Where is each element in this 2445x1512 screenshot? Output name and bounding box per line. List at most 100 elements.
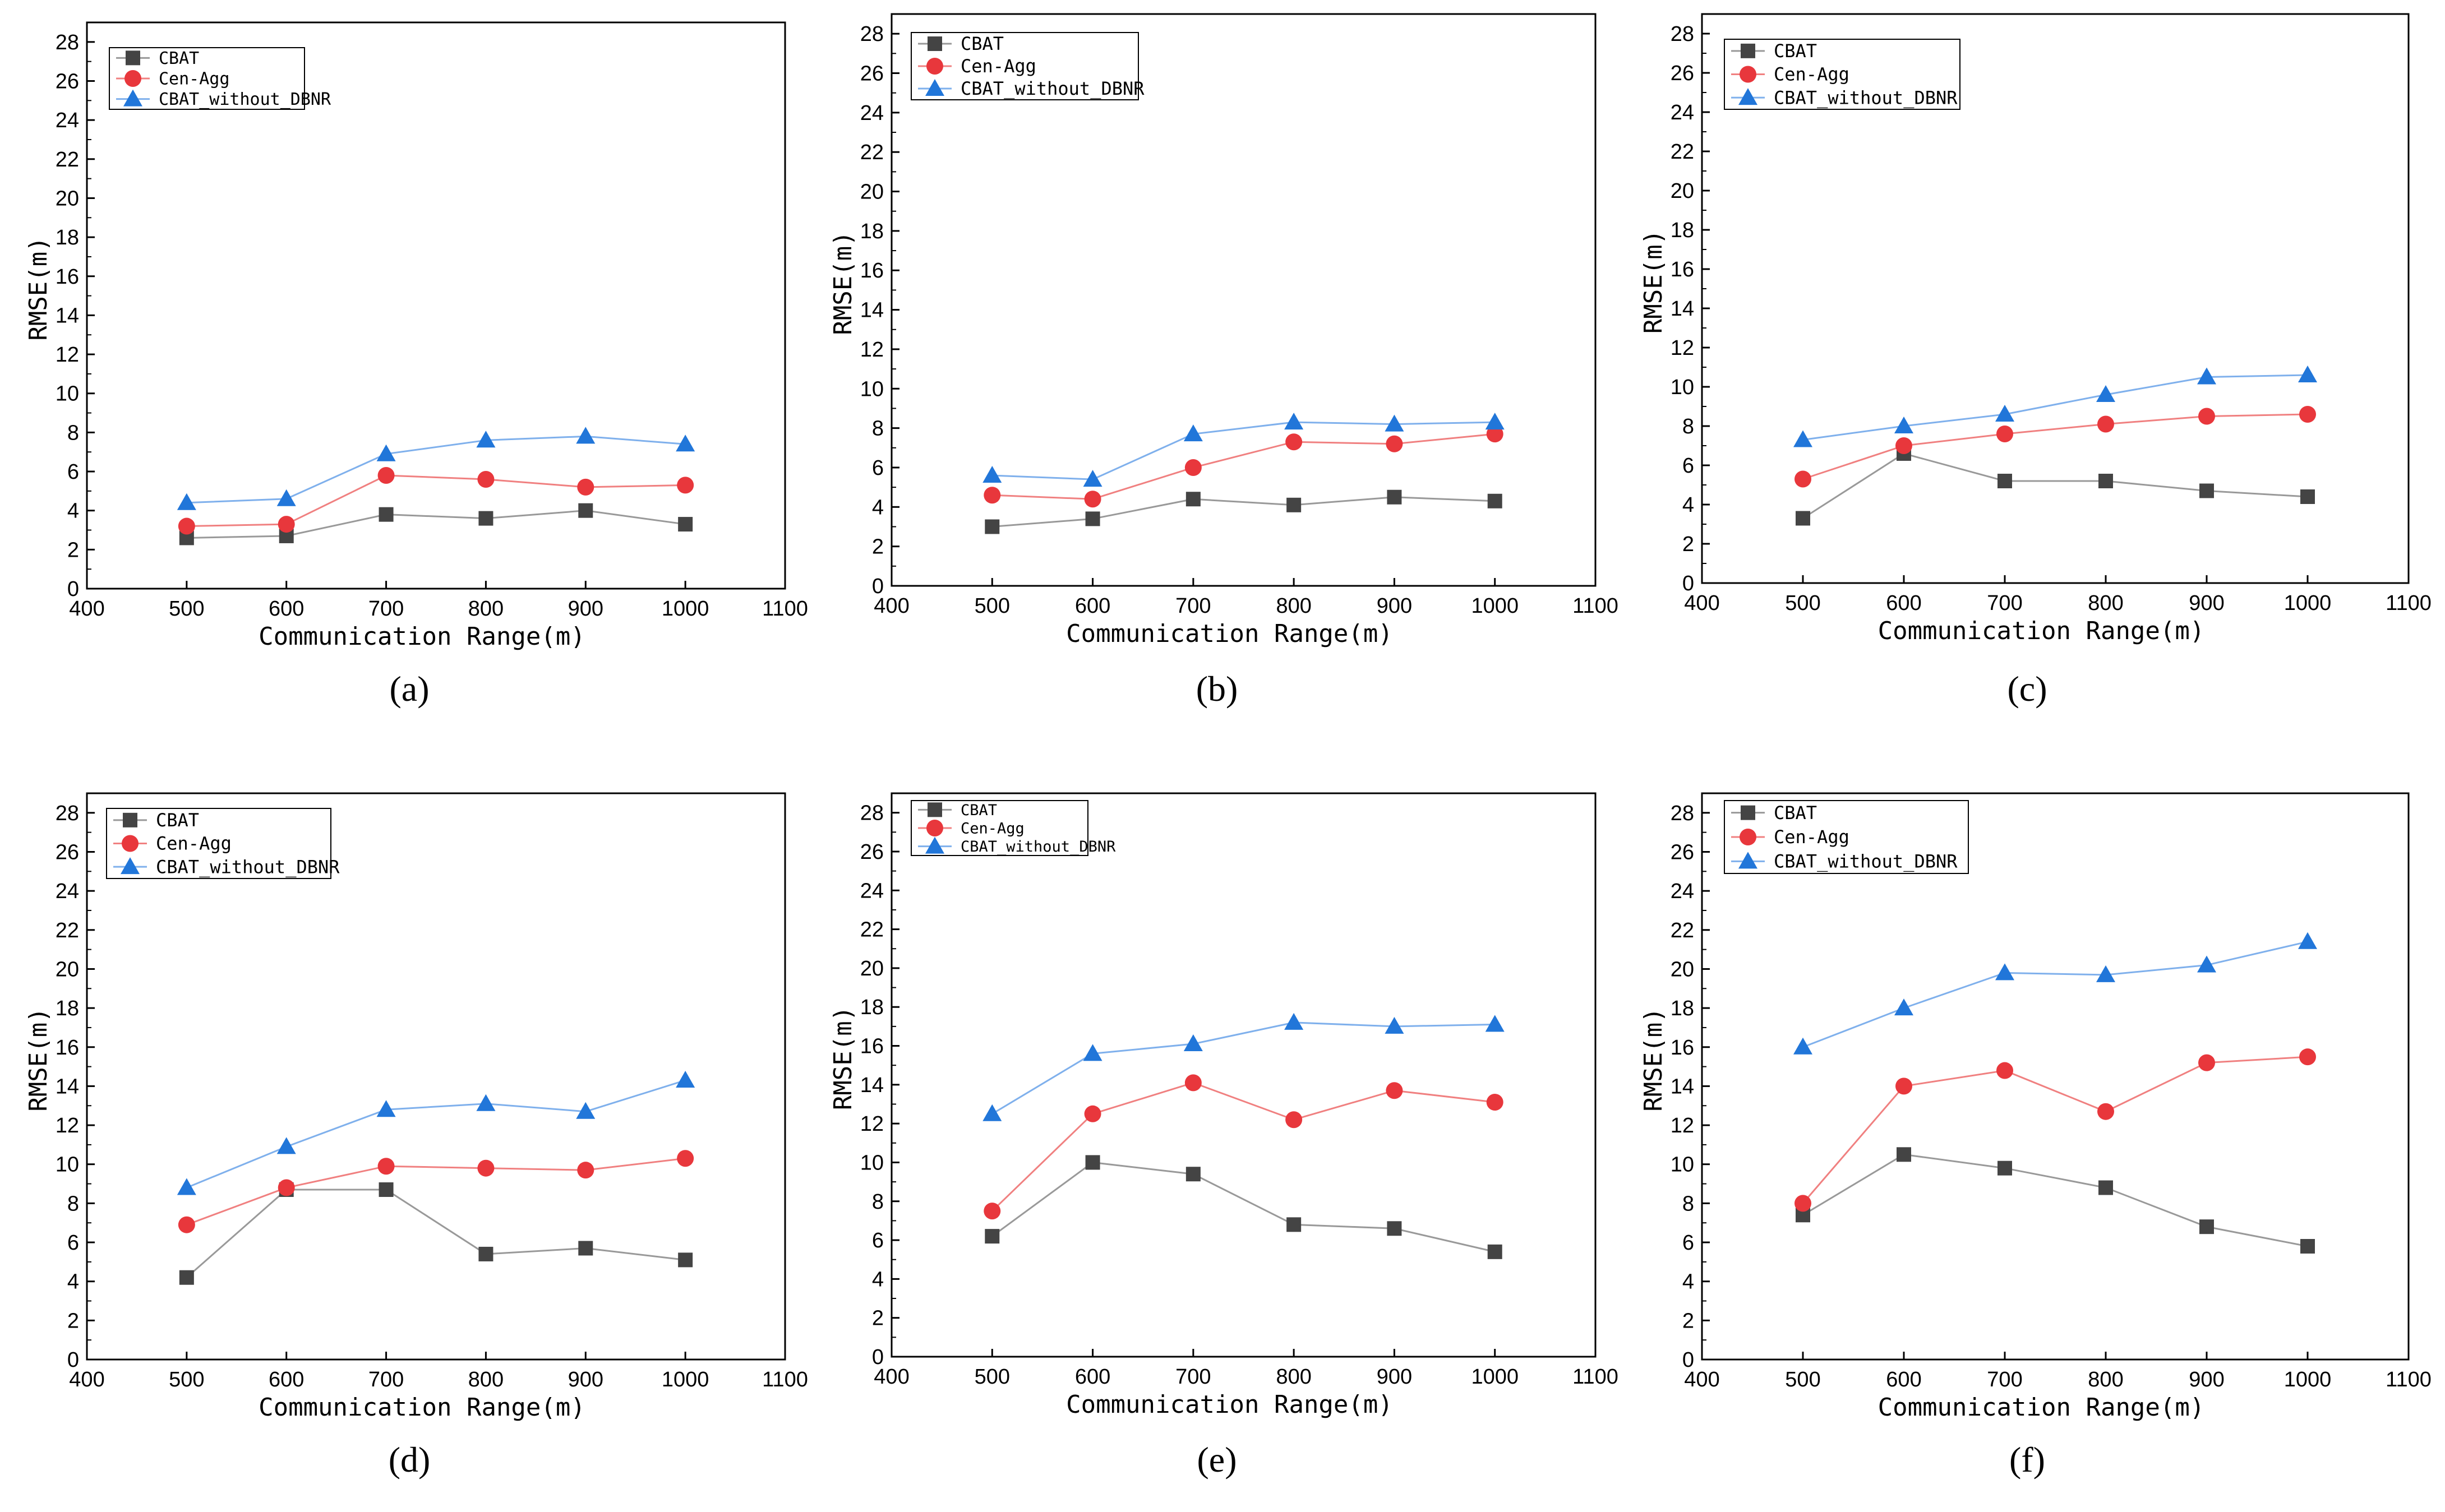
y-tick-label: 12 <box>860 338 884 362</box>
x-tick-label: 800 <box>1276 594 1311 618</box>
x-tick-label: 900 <box>2189 591 2224 615</box>
series-line-cbat <box>186 1189 686 1278</box>
y-tick-label: 2 <box>872 535 884 559</box>
y-tick-label: 26 <box>1671 62 1694 85</box>
series-line-cbat <box>991 1161 1496 1253</box>
chart-panel-6: 400 500 600 700 800 900 1000 110002468101214161… <box>1639 792 2432 1479</box>
data-point-cbat_without_dbnr <box>1284 413 1304 430</box>
legend-marker-cbat <box>928 802 942 817</box>
legend-box <box>1724 800 1969 874</box>
x-tick-label: 800 <box>2088 591 2123 615</box>
x-tick-label: 700 <box>1987 591 2022 615</box>
x-axis-title: Communication Range(m) <box>1878 617 2205 645</box>
legend-label: Cen-Agg <box>961 56 1036 77</box>
data-point-cen-agg <box>1996 426 2013 442</box>
x-tick-label: 1100 <box>2386 1368 2432 1391</box>
y-tick-label: 8 <box>1682 415 1694 438</box>
data-point-cbat_without_dbnr <box>1183 1034 1203 1052</box>
x-tick-label: 1100 <box>1572 1365 1618 1389</box>
plot-frame <box>891 13 1597 587</box>
legend-label: CBAT_without_DBNR <box>156 856 340 877</box>
x-tick-label: 400 <box>874 1365 909 1389</box>
y-tick-label: 12 <box>1671 1114 1694 1138</box>
legend-label: CBAT_without_DBNR <box>1774 87 1958 108</box>
y-tick-label: 2 <box>1682 533 1694 556</box>
data-point-cbat_without_dbnr <box>2197 955 2216 973</box>
y-tick-label: 16 <box>56 265 79 289</box>
y-tick-label: 18 <box>1671 997 1694 1020</box>
y-tick-label: 6 <box>872 1229 884 1252</box>
data-point-cbat_without_dbnr <box>576 427 596 444</box>
legend-label: Cen-Agg <box>156 833 232 854</box>
x-axis-title: Communication Range(m) <box>1066 1390 1393 1419</box>
data-point-cbat <box>1997 474 2012 488</box>
x-tick-label: 500 <box>975 594 1010 618</box>
plot-frame <box>1701 13 2410 584</box>
x-tick-label: 700 <box>1175 1365 1211 1389</box>
x-tick-label: 1000 <box>2284 591 2332 615</box>
y-tick-label: 2 <box>67 1309 79 1333</box>
x-tick-label: 600 <box>269 1368 304 1391</box>
data-point-cbat <box>578 1241 593 1256</box>
x-tick-label: 1100 <box>762 1368 808 1391</box>
x-tick-label: 1000 <box>662 597 709 621</box>
y-tick-label: 6 <box>67 460 79 484</box>
data-point-cbat_without_dbnr <box>476 1094 496 1111</box>
y-tick-label: 12 <box>860 1112 884 1136</box>
data-point-cbat <box>1185 1167 1201 1182</box>
x-tick-label: 800 <box>2088 1368 2123 1391</box>
y-tick-label: 12 <box>56 343 79 367</box>
data-point-cbat_without_dbnr <box>982 1104 1002 1121</box>
data-point-cen-agg <box>1895 437 1912 454</box>
data-point-cbat_without_dbnr <box>1485 413 1505 430</box>
legend-marker-cbat <box>123 812 137 827</box>
legend-marker-cbat_without_dbnr <box>925 836 944 854</box>
data-point-cbat <box>1286 1217 1302 1232</box>
y-tick-label: 6 <box>67 1231 79 1255</box>
data-point-cbat_without_dbnr <box>2298 366 2317 382</box>
data-point-cbat <box>379 1182 394 1197</box>
x-tick-label: 900 <box>568 597 603 621</box>
data-point-cbat <box>2098 474 2113 488</box>
data-point-cen-agg <box>677 477 694 494</box>
data-point-cbat_without_dbnr <box>2096 965 2115 982</box>
y-tick-label: 8 <box>67 421 79 445</box>
x-tick-label: 1000 <box>1471 594 1519 618</box>
data-point-cen-agg <box>178 1216 195 1233</box>
y-tick-label: 10 <box>860 377 884 401</box>
y-tick-label: 2 <box>67 538 79 562</box>
data-point-cen-agg <box>1794 470 1811 488</box>
data-point-cbat_without_dbnr <box>576 1102 596 1119</box>
y-tick-label: 10 <box>56 382 79 406</box>
y-tick-label: 18 <box>1671 219 1694 242</box>
legend-marker-cbat_without_dbnr <box>925 79 944 96</box>
data-point-cbat_without_dbnr <box>1083 470 1102 487</box>
data-point-cbat_without_dbnr <box>2096 385 2115 402</box>
legend-label: CBAT_without_DBNR <box>961 838 1116 856</box>
y-tick-label: 10 <box>860 1151 884 1175</box>
data-point-cbat_without_dbnr <box>1083 1044 1102 1061</box>
panel-label: (b) <box>1196 669 1238 709</box>
data-point-cen-agg <box>1895 1078 1912 1095</box>
x-tick-label: 1100 <box>1572 594 1618 618</box>
data-point-cbat <box>1487 1244 1502 1259</box>
data-point-cen-agg <box>2198 1054 2215 1071</box>
y-tick-label: 14 <box>1671 297 1694 321</box>
data-point-cbat_without_dbnr <box>376 1100 396 1117</box>
data-point-cbat <box>678 517 693 532</box>
x-tick-label: 700 <box>1175 594 1211 618</box>
data-point-cbat <box>179 1270 194 1285</box>
legend-marker-cen-agg <box>926 820 943 836</box>
y-axis-title: RMSE(m) <box>24 237 53 340</box>
x-tick-label: 700 <box>368 597 404 621</box>
y-tick-label: 14 <box>860 299 884 322</box>
y-axis-title: RMSE(m) <box>1639 1007 1668 1111</box>
y-tick-label: 12 <box>1671 336 1694 360</box>
data-point-cbat_without_dbnr <box>2298 932 2317 949</box>
y-tick-label: 6 <box>1682 454 1694 478</box>
y-axis-title: RMSE(m) <box>24 1007 53 1111</box>
y-tick-label: 14 <box>56 1075 79 1098</box>
legend-label: CBAT_without_DBNR <box>159 90 331 109</box>
y-tick-label: 18 <box>860 220 884 243</box>
